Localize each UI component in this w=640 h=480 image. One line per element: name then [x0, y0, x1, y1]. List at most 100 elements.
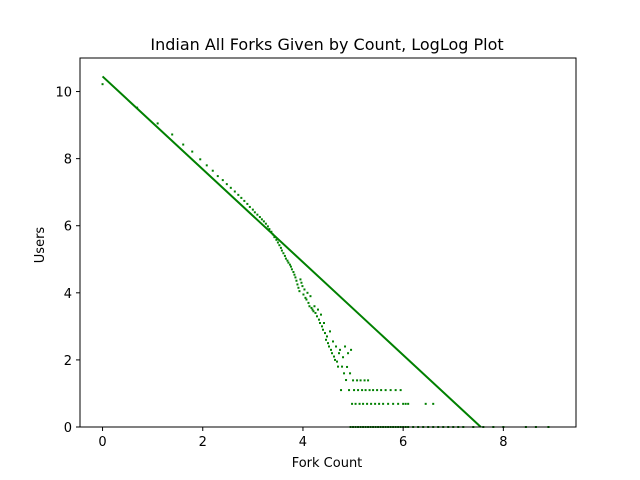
- data-point: [233, 190, 236, 193]
- data-point: [389, 389, 392, 392]
- data-point: [343, 372, 346, 375]
- data-point: [392, 402, 395, 405]
- data-point: [182, 143, 185, 146]
- data-point: [310, 306, 313, 309]
- y-tick-label: 4: [64, 287, 72, 302]
- data-point: [312, 310, 315, 313]
- data-point: [101, 83, 104, 86]
- data-point: [305, 298, 308, 301]
- data-point: [332, 340, 335, 343]
- data-point: [359, 379, 362, 382]
- data-point: [248, 205, 251, 208]
- data-point: [351, 402, 354, 405]
- data-point: [325, 338, 327, 341]
- data-point: [317, 318, 320, 321]
- data-point: [335, 345, 338, 348]
- data-point: [299, 278, 302, 281]
- y-tick-label: 8: [64, 153, 72, 168]
- data-point: [280, 249, 283, 252]
- y-tick-label: 6: [64, 220, 72, 235]
- data-point: [397, 402, 400, 405]
- data-point: [344, 345, 347, 348]
- data-point: [251, 208, 254, 211]
- data-point: [276, 241, 279, 244]
- data-point: [346, 365, 349, 368]
- data-point: [340, 389, 343, 392]
- data-point: [382, 402, 385, 405]
- data-point: [284, 257, 287, 260]
- data-point: [319, 313, 322, 316]
- data-point: [334, 358, 337, 361]
- data-point: [404, 402, 407, 405]
- data-point: [353, 389, 356, 392]
- data-point: [264, 222, 267, 225]
- data-point: [286, 259, 289, 262]
- data-point: [309, 295, 312, 298]
- data-point: [260, 218, 263, 221]
- data-point: [320, 325, 323, 328]
- data-point: [298, 290, 301, 293]
- data-point: [368, 389, 371, 392]
- data-point: [318, 322, 321, 325]
- data-point: [156, 122, 159, 125]
- data-point: [328, 345, 330, 348]
- data-point: [366, 402, 369, 405]
- data-point: [283, 254, 286, 257]
- data-point: [357, 389, 360, 392]
- data-point: [361, 389, 364, 392]
- data-point: [370, 402, 373, 405]
- data-point: [314, 311, 317, 314]
- data-point: [268, 228, 271, 231]
- data-point: [304, 296, 307, 299]
- data-point: [313, 305, 316, 308]
- data-point: [282, 252, 285, 255]
- data-point: [315, 315, 318, 318]
- x-tick-label: 2: [199, 435, 207, 450]
- data-point: [394, 389, 397, 392]
- data-point: [378, 402, 381, 405]
- data-point: [240, 196, 243, 199]
- data-point: [342, 356, 345, 359]
- data-point: [243, 199, 246, 202]
- data-point: [336, 360, 339, 363]
- data-point: [278, 244, 281, 247]
- data-point: [316, 308, 319, 311]
- data-point: [199, 158, 202, 161]
- data-point: [402, 402, 405, 405]
- data-point: [237, 193, 240, 196]
- data-point: [295, 279, 298, 282]
- data-point: [205, 164, 208, 167]
- data-point: [363, 379, 366, 382]
- data-point: [367, 379, 370, 382]
- fit-line: [101, 75, 482, 428]
- x-tick-label: 0: [98, 435, 106, 450]
- data-point: [296, 283, 299, 286]
- data-point: [380, 389, 383, 392]
- data-point: [303, 288, 306, 291]
- data-point: [297, 286, 300, 289]
- plot-area: 0 2 4 6 8 0 2 4 6 8 10: [55, 57, 577, 450]
- data-point: [424, 402, 427, 405]
- data-point: [407, 402, 410, 405]
- data-point: [229, 186, 232, 189]
- data-point: [331, 352, 334, 355]
- data-point: [306, 291, 309, 294]
- data-point: [266, 225, 269, 228]
- data-point: [364, 389, 367, 392]
- data-point: [338, 352, 341, 355]
- data-point: [301, 285, 304, 288]
- data-point: [289, 265, 292, 268]
- data-point: [262, 220, 265, 223]
- data-point: [354, 402, 357, 405]
- data-point: [350, 348, 353, 351]
- data-point: [287, 261, 290, 264]
- data-point: [311, 308, 314, 311]
- y-tick-label: 0: [64, 421, 72, 436]
- data-point: [321, 328, 324, 331]
- data-point: [374, 402, 377, 405]
- data-point: [358, 402, 361, 405]
- chart-title: Indian All Forks Given by Count, LogLog …: [150, 35, 503, 54]
- data-point: [362, 402, 365, 405]
- data-point: [246, 202, 249, 205]
